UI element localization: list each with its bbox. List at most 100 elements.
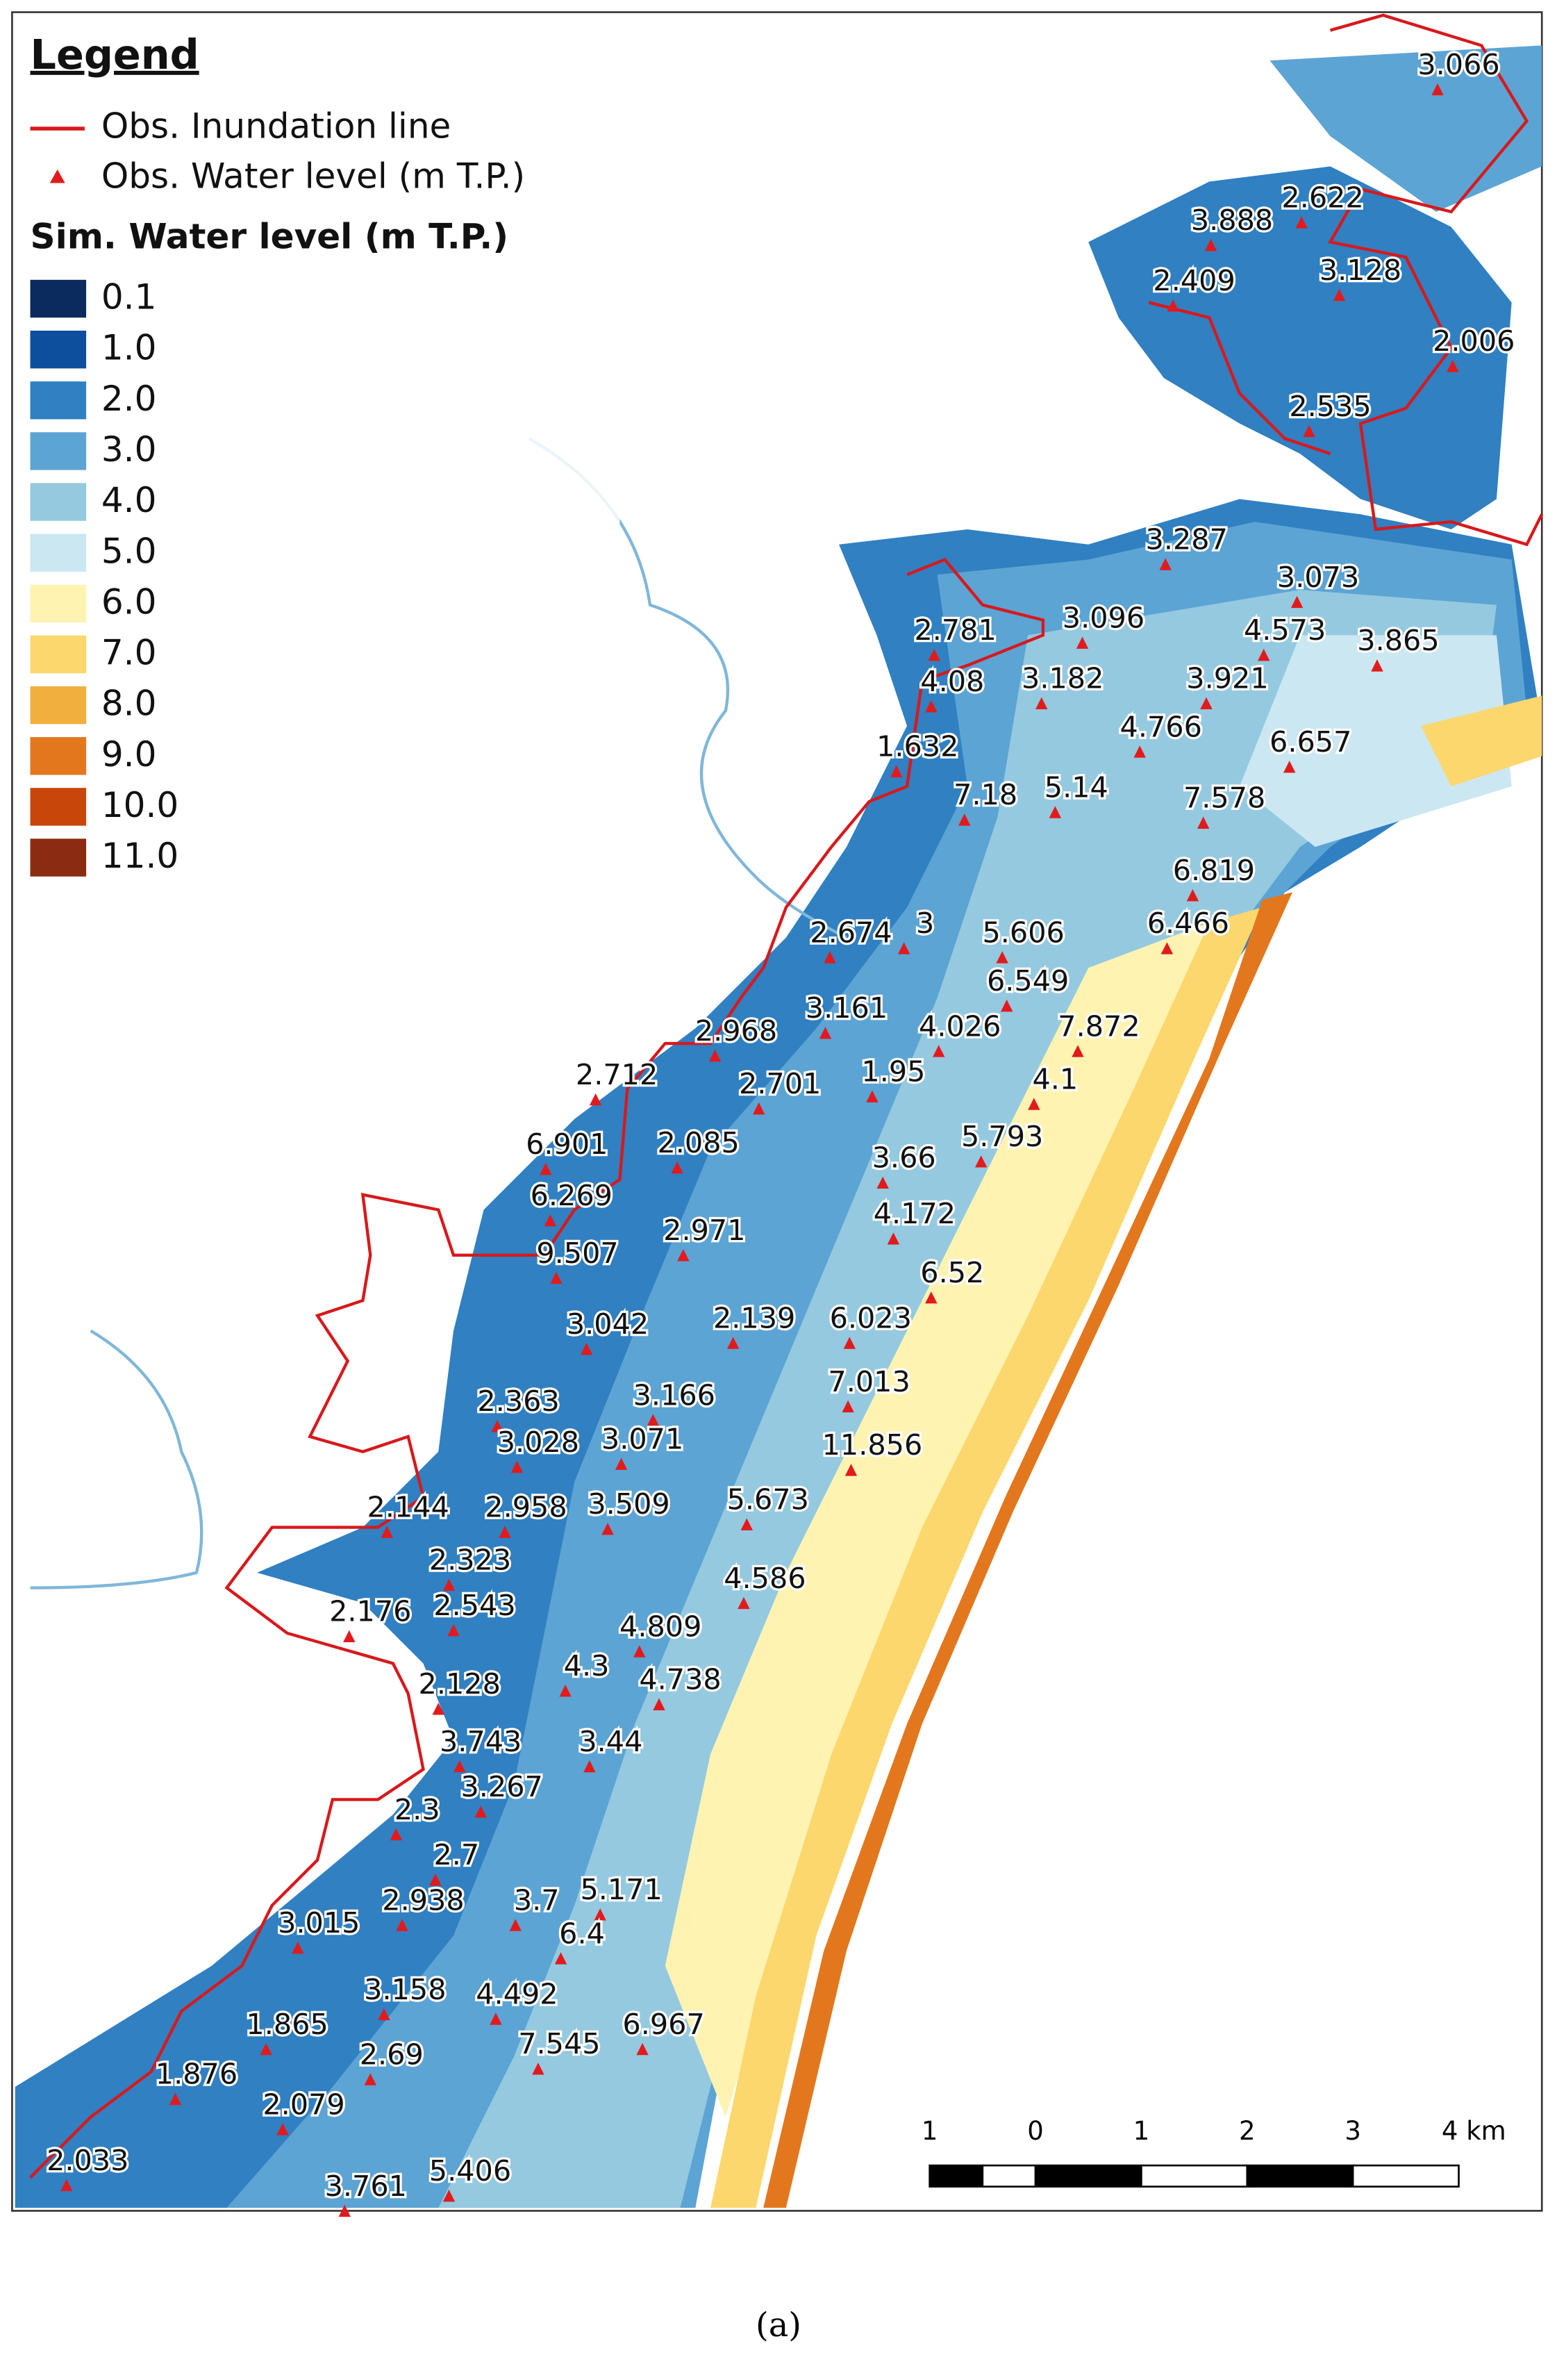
obs-label: 3.166 xyxy=(633,1378,715,1412)
obs-point xyxy=(490,2013,502,2025)
obs-point xyxy=(1283,760,1296,773)
obs-label: 3.287 xyxy=(1146,522,1228,556)
obs-point xyxy=(169,2092,182,2106)
legend-swatch xyxy=(30,483,87,521)
obs-label: 2.3 xyxy=(394,1793,440,1826)
obs-label: 6.819 xyxy=(1173,854,1255,887)
obs-label: 3.267 xyxy=(460,1770,542,1803)
obs-label: 9.507 xyxy=(536,1237,618,1270)
obs-point xyxy=(1133,745,1146,758)
obs-label: 4.586 xyxy=(724,1562,806,1595)
obs-point xyxy=(1186,889,1199,902)
legend-background xyxy=(15,15,620,893)
obs-label: 2.139 xyxy=(713,1301,795,1334)
legend-swatch xyxy=(30,584,87,623)
obs-label: 3.921 xyxy=(1186,662,1268,695)
scale-bar-segment xyxy=(1351,2164,1460,2188)
obs-point xyxy=(897,942,910,955)
obs-point xyxy=(1290,595,1304,609)
scale-bar-label: 2 xyxy=(1239,2116,1256,2146)
obs-point xyxy=(752,1102,765,1115)
legend-swatch xyxy=(30,330,87,369)
obs-point xyxy=(1049,806,1062,818)
obs-label: 4.738 xyxy=(639,1663,721,1696)
obs-point xyxy=(843,1337,856,1349)
obs-point xyxy=(996,951,1008,964)
obs-point xyxy=(60,2179,73,2192)
obs-point xyxy=(844,1464,858,1476)
obs-label: 3.888 xyxy=(1191,204,1273,237)
obs-label: 2.968 xyxy=(695,1014,777,1048)
legend-scale-label: 5.0 xyxy=(101,531,157,571)
legend-scale-label: 10.0 xyxy=(101,785,178,825)
obs-label: 4.573 xyxy=(1244,613,1326,647)
obs-point xyxy=(390,1828,403,1841)
scale-bar-segment xyxy=(1034,2164,1142,2188)
obs-point xyxy=(1447,360,1459,372)
obs-label: 5.406 xyxy=(429,2154,511,2188)
obs-label: 2.543 xyxy=(433,1589,515,1622)
obs-point xyxy=(933,1045,945,1057)
caption: (a) xyxy=(756,2306,801,2345)
legend-swatch xyxy=(30,279,87,318)
obs-label: 4.1 xyxy=(1032,1062,1078,1096)
obs-label: 3.865 xyxy=(1357,624,1439,657)
obs-point xyxy=(589,1093,602,1106)
obs-point xyxy=(633,1645,646,1658)
obs-point xyxy=(378,2008,390,2021)
obs-point xyxy=(974,1155,988,1168)
obs-label: 1.865 xyxy=(246,2008,328,2041)
scale-bar-label: 1 xyxy=(922,2116,938,2146)
obs-label: 3.066 xyxy=(1417,48,1499,81)
obs-label: 2.535 xyxy=(1289,390,1371,423)
obs-point xyxy=(429,1874,442,1886)
obs-point xyxy=(1159,558,1172,570)
obs-label: 2.958 xyxy=(485,1490,567,1523)
obs-point xyxy=(544,1214,557,1227)
obs-point xyxy=(740,1518,753,1530)
legend-scale-label: 0.1 xyxy=(101,277,157,317)
obs-point xyxy=(887,1232,900,1245)
obs-label: 6.901 xyxy=(526,1127,608,1161)
obs-point xyxy=(1197,816,1210,829)
obs-point xyxy=(594,1908,606,1921)
legend: Legend Obs. Inundation line Obs. Water l… xyxy=(15,15,620,893)
obs-label: 3.182 xyxy=(1022,662,1104,695)
obs-label: 5.171 xyxy=(580,1873,662,1906)
legend-scale-label: 8.0 xyxy=(101,684,157,724)
legend-swatch xyxy=(30,432,87,470)
obs-label: 2.144 xyxy=(367,1490,449,1523)
obs-point xyxy=(432,1703,444,1715)
obs-label: 2.323 xyxy=(429,1544,511,1577)
obs-point xyxy=(1204,239,1217,251)
obs-point xyxy=(1295,216,1308,229)
obs-point xyxy=(726,1337,740,1349)
obs-point xyxy=(559,1684,572,1697)
obs-label: 3.7 xyxy=(514,1883,560,1917)
inundation-line xyxy=(28,13,1544,2179)
legend-scale-label: 2.0 xyxy=(101,379,157,419)
obs-point xyxy=(1000,999,1013,1012)
legend-swatch xyxy=(30,838,87,877)
obs-label: 3.761 xyxy=(325,2170,407,2203)
obs-point xyxy=(647,1414,660,1426)
obs-label: 3.161 xyxy=(806,991,888,1025)
obs-point xyxy=(928,648,940,661)
obs-point xyxy=(474,1805,487,1818)
obs-point xyxy=(540,1162,552,1175)
obs-point xyxy=(276,2123,289,2135)
obs-label: 2.176 xyxy=(329,1595,411,1628)
obs-label: 3.028 xyxy=(497,1425,579,1459)
obs-label: 3.015 xyxy=(278,1906,360,1940)
obs-point xyxy=(1160,942,1174,955)
obs-point xyxy=(509,1919,522,1931)
obs-label: 3.66 xyxy=(872,1141,936,1175)
obs-label: 2.033 xyxy=(47,2144,128,2177)
scale-bar: 1 0 1 2 3 4 km xyxy=(922,2116,1506,2188)
obs-label: 3 xyxy=(916,907,934,940)
obs-label: 6.466 xyxy=(1147,907,1229,940)
legend-swatch xyxy=(30,686,87,725)
